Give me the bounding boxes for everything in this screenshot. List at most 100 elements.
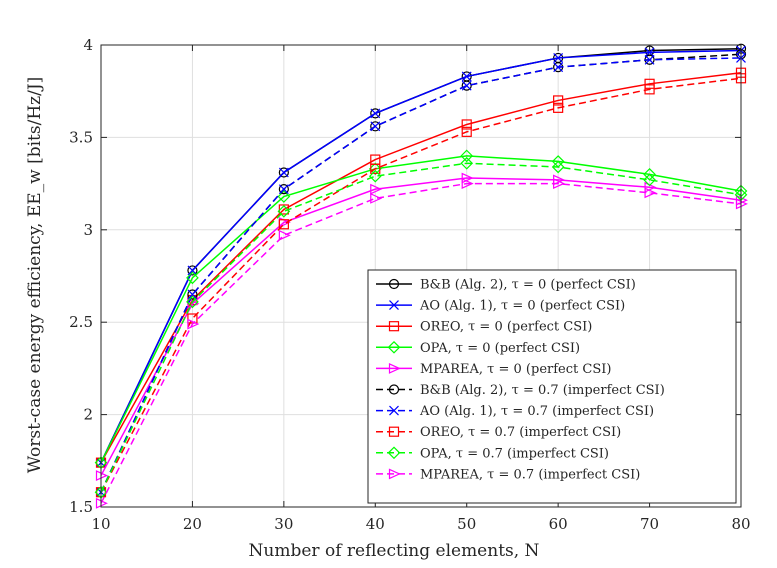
data-point [187, 265, 198, 276]
data-point [644, 84, 655, 95]
legend-entry: AO (Alg. 1), τ = 0 (perfect CSI) [376, 299, 625, 314]
data-point [278, 184, 289, 195]
data-point [187, 318, 200, 330]
y-axis-label: Worst-case energy efficiency, EE_w [bits… [25, 77, 45, 474]
legend-label: OREO, τ = 0 (perfect CSI) [420, 320, 592, 335]
legend-label: OPA, τ = 0.7 (imperfect CSI) [420, 446, 609, 461]
legend-swatch-marker [388, 278, 400, 290]
data-point [277, 190, 291, 203]
data-point [461, 119, 472, 130]
data-point [370, 183, 383, 195]
data-point [460, 149, 474, 163]
legend-box [367, 269, 737, 504]
data-point [278, 219, 289, 230]
legend: B&B (Alg. 2), τ = 0 (perfect CSI) AO (Alg… [367, 269, 737, 504]
legend-entry: OPA, τ = 0.7 (imperfect CSI) [376, 446, 609, 461]
y-tick-label: 3.5 [69, 128, 93, 146]
y-tick-label: 2.5 [69, 313, 93, 331]
series-line [100, 155, 742, 463]
data-point [643, 173, 656, 187]
legend-label: AO (Alg. 1), τ = 0.7 (imperfect CSI) [419, 404, 654, 419]
data-point [461, 80, 472, 91]
data-point [644, 47, 655, 58]
legend-label: AO (Alg. 1), τ = 0 (perfect CSI) [419, 299, 625, 314]
data-point [370, 121, 381, 132]
data-point [644, 187, 657, 199]
data-point [278, 167, 289, 178]
legend-entry: MPAREA, τ = 0.7 (imperfect CSI) [376, 467, 640, 482]
legend-swatch-marker [388, 426, 400, 437]
data-point [368, 169, 382, 183]
y-tick-label: 2 [83, 406, 93, 424]
data-point [553, 95, 564, 106]
data-point [460, 156, 474, 170]
x-tick-label: 50 [457, 515, 476, 533]
x-tick-label: 20 [183, 515, 202, 533]
data-point [461, 172, 474, 184]
legend-entry: OPA, τ = 0 (perfect CSI) [376, 341, 580, 356]
legend-swatch-marker [389, 300, 399, 311]
data-point [278, 167, 289, 178]
series-line [100, 77, 742, 493]
legend-swatch-marker [389, 405, 399, 416]
data-point [644, 54, 655, 65]
legend-label: OPA, τ = 0 (perfect CSI) [420, 341, 580, 356]
series-10 [95, 178, 748, 509]
legend-swatch-marker [388, 384, 400, 395]
y-tick-label: 1.5 [69, 498, 93, 516]
legend-swatch-marker [387, 340, 401, 354]
x-tick-label: 40 [366, 515, 385, 533]
legend-label: MPAREA, τ = 0.7 (imperfect CSI) [420, 467, 640, 482]
axes-frame [100, 44, 742, 508]
x-tick-label: 10 [91, 515, 110, 533]
legend-label: OREO, τ = 0.7 (imperfect CSI) [420, 425, 621, 440]
legend-label: B&B (Alg. 2), τ = 0.7 (imperfect CSI) [420, 383, 665, 398]
series-line [100, 49, 742, 463]
data-point [553, 62, 564, 73]
data-point [643, 168, 656, 181]
data-point [186, 295, 199, 309]
data-point [370, 108, 381, 119]
y-tick-label: 3 [83, 221, 93, 239]
data-point [187, 289, 198, 300]
legend-entry: MPAREA, τ = 0 (perfect CSI) [376, 362, 611, 377]
legend-entry: AO (Alg. 1), τ = 0.7 (imperfect CSI) [376, 404, 654, 419]
series-line [100, 57, 742, 493]
data-point [461, 80, 472, 91]
data-point [370, 163, 381, 174]
data-point [187, 289, 198, 300]
data-point [461, 178, 474, 190]
legend-label: B&B (Alg. 2), τ = 0 (perfect CSI) [420, 278, 636, 293]
data-point [278, 184, 289, 195]
data-point [370, 108, 381, 119]
x-axis-label: Number of reflecting elements, N [249, 541, 540, 561]
legend-swatch-marker [388, 362, 401, 374]
legend-swatch-marker [387, 446, 401, 460]
data-point [277, 204, 291, 218]
y-tick-label: 4 [83, 36, 93, 54]
data-point [644, 78, 655, 89]
data-point [278, 229, 291, 241]
ticks: 10 20 30 40 50 60 70 80 1.5 2 2.5 3 3.5 4 [69, 36, 750, 533]
legend-swatch-marker [388, 321, 400, 332]
x-tick-label: 60 [549, 515, 568, 533]
data-point [551, 160, 565, 174]
legend-entry: B&B (Alg. 2), τ = 0 (perfect CSI) [376, 278, 636, 293]
legend-swatch-marker [388, 468, 401, 480]
x-tick-label: 30 [274, 515, 293, 533]
legend-entry: OREO, τ = 0 (perfect CSI) [376, 320, 592, 335]
data-point [370, 121, 381, 132]
data-point [186, 271, 199, 285]
series-line [100, 182, 742, 504]
x-tick-label: 80 [731, 515, 750, 533]
x-tick-label: 70 [640, 515, 659, 533]
data-point [187, 265, 198, 276]
data-point [553, 102, 564, 113]
series-layer [94, 43, 748, 509]
legend-label: MPAREA, τ = 0 (perfect CSI) [420, 362, 611, 377]
data-point [370, 192, 383, 204]
data-point [368, 162, 382, 176]
data-point [553, 53, 564, 63]
series-line [100, 71, 742, 464]
